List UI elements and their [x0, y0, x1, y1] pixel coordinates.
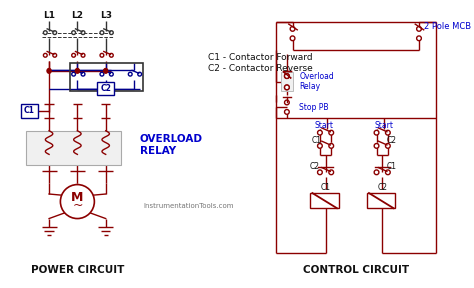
- Circle shape: [329, 170, 334, 175]
- Circle shape: [60, 185, 94, 219]
- Circle shape: [100, 53, 104, 57]
- Bar: [310, 193, 339, 208]
- Circle shape: [318, 170, 322, 175]
- Circle shape: [81, 53, 85, 57]
- Circle shape: [72, 31, 75, 35]
- Circle shape: [72, 72, 75, 76]
- Circle shape: [284, 100, 289, 105]
- Text: L1: L1: [43, 11, 55, 20]
- Text: Overload
Relay: Overload Relay: [299, 72, 334, 91]
- Circle shape: [75, 69, 79, 72]
- Text: M: M: [71, 191, 83, 204]
- Circle shape: [100, 31, 104, 35]
- Text: C1: C1: [320, 183, 330, 192]
- Circle shape: [318, 130, 322, 135]
- Circle shape: [284, 85, 289, 90]
- Text: C2: C2: [387, 136, 397, 145]
- Circle shape: [385, 170, 390, 175]
- Text: C2: C2: [309, 162, 319, 171]
- Circle shape: [81, 72, 85, 76]
- Circle shape: [53, 53, 56, 57]
- Circle shape: [104, 69, 108, 73]
- Circle shape: [318, 143, 322, 148]
- Circle shape: [329, 130, 334, 135]
- Circle shape: [284, 74, 289, 78]
- Text: C1: C1: [24, 107, 35, 115]
- Bar: [367, 193, 395, 208]
- Text: Start: Start: [314, 121, 333, 130]
- Circle shape: [44, 53, 47, 57]
- Circle shape: [284, 74, 289, 78]
- Circle shape: [100, 72, 104, 76]
- Circle shape: [374, 130, 379, 135]
- Circle shape: [138, 72, 142, 76]
- Circle shape: [104, 69, 108, 72]
- Circle shape: [75, 69, 79, 73]
- Circle shape: [290, 26, 295, 31]
- Circle shape: [284, 109, 289, 114]
- Text: 2 Pole MCB: 2 Pole MCB: [424, 22, 471, 31]
- Circle shape: [109, 53, 113, 57]
- Circle shape: [47, 69, 51, 72]
- Circle shape: [290, 36, 295, 41]
- Circle shape: [374, 143, 379, 148]
- Circle shape: [44, 31, 47, 35]
- Circle shape: [417, 36, 421, 41]
- Text: C1 - Contactor Forward: C1 - Contactor Forward: [208, 53, 312, 62]
- Text: ~: ~: [72, 199, 82, 212]
- Bar: [70, 63, 144, 91]
- Circle shape: [109, 31, 113, 35]
- Text: L2: L2: [72, 11, 83, 20]
- Text: Start: Start: [374, 121, 393, 130]
- Circle shape: [47, 69, 51, 73]
- Circle shape: [109, 72, 113, 76]
- Text: Stop PB: Stop PB: [299, 103, 328, 112]
- Text: OVERLOAD
RELAY: OVERLOAD RELAY: [140, 134, 203, 156]
- Text: C2 - Contactor Reverse: C2 - Contactor Reverse: [208, 64, 312, 73]
- Text: C2: C2: [100, 84, 111, 93]
- Bar: [21, 104, 38, 118]
- Bar: [27, 131, 121, 165]
- Circle shape: [374, 170, 379, 175]
- Text: CONTROL CIRCUIT: CONTROL CIRCUIT: [303, 266, 409, 275]
- Circle shape: [72, 53, 75, 57]
- Text: C2: C2: [377, 183, 387, 192]
- Circle shape: [81, 31, 85, 35]
- Circle shape: [385, 143, 390, 148]
- Bar: [97, 82, 114, 95]
- Text: L3: L3: [100, 11, 112, 20]
- Circle shape: [284, 85, 289, 90]
- Text: POWER CIRCUIT: POWER CIRCUIT: [31, 266, 124, 275]
- Text: C1: C1: [311, 136, 321, 145]
- Text: InstrumentationTools.com: InstrumentationTools.com: [144, 203, 234, 209]
- Circle shape: [329, 143, 334, 148]
- Circle shape: [385, 130, 390, 135]
- Circle shape: [417, 26, 421, 31]
- Text: C1: C1: [387, 162, 397, 171]
- Bar: [281, 72, 292, 91]
- Circle shape: [53, 31, 56, 35]
- Circle shape: [128, 72, 132, 76]
